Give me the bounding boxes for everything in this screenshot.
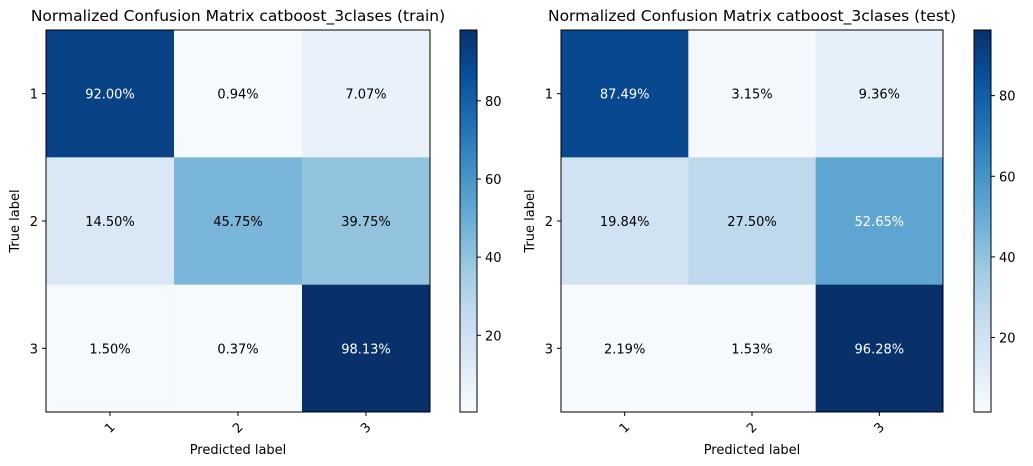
colorbar-tick-label: 40 <box>485 251 502 266</box>
heatmap-cell <box>46 284 175 413</box>
y-axis-label: True label <box>8 189 23 253</box>
chart-title: Normalized Confusion Matrix catboost_3cl… <box>31 7 445 26</box>
colorbar-tick-label: 80 <box>999 90 1016 105</box>
heatmap-cell <box>561 284 689 413</box>
confusion-matrix-panel-train: Normalized Confusion Matrix catboost_3cl… <box>8 7 502 458</box>
colorbar <box>973 29 992 413</box>
y-tick-label: 1 <box>30 88 38 103</box>
heatmap-cell <box>302 157 431 286</box>
heatmap-cell <box>302 30 431 158</box>
heatmap-cell <box>302 284 431 413</box>
heatmap-cell <box>688 30 817 158</box>
y-tick-label: 2 <box>545 215 553 230</box>
heatmap-cell <box>174 157 303 286</box>
cell-value-label: 87.49% <box>600 88 650 103</box>
colorbar <box>459 29 478 413</box>
x-tick-label: 3 <box>358 420 374 436</box>
cell-value-label: 7.07% <box>345 88 386 103</box>
colorbar-tick-label: 60 <box>485 173 502 188</box>
x-tick-label: 2 <box>744 420 760 436</box>
cell-value-label: 1.50% <box>89 342 130 357</box>
y-tick-label: 3 <box>30 342 38 357</box>
x-tick-label: 2 <box>230 420 246 436</box>
cell-value-label: 98.13% <box>341 342 391 357</box>
y-tick-label: 3 <box>545 342 553 357</box>
cell-value-label: 14.50% <box>85 215 135 230</box>
x-axis-label: Predicted label <box>704 443 801 458</box>
cell-value-label: 1.53% <box>731 342 772 357</box>
colorbar-tick-label: 20 <box>999 332 1016 347</box>
colorbar-tick-label: 20 <box>485 329 502 344</box>
heatmap-cell <box>46 157 175 286</box>
x-tick-label: 3 <box>871 420 887 436</box>
heatmap-cell <box>46 30 175 158</box>
y-axis-label: True label <box>523 189 538 253</box>
colorbar-tick-label: 80 <box>485 95 502 110</box>
heatmap-cell <box>688 284 817 413</box>
cell-value-label: 45.75% <box>213 215 263 230</box>
cell-value-label: 27.50% <box>727 215 777 230</box>
colorbar-tick-label: 60 <box>999 170 1016 185</box>
heatmap-cell <box>174 284 303 413</box>
x-tick-label: 1 <box>617 420 633 436</box>
cell-value-label: 0.94% <box>217 88 258 103</box>
heatmap-cell <box>561 30 689 158</box>
heatmap-cell <box>815 30 944 158</box>
cell-value-label: 2.19% <box>604 342 645 357</box>
cell-value-label: 96.28% <box>855 342 905 357</box>
heatmap-cell <box>688 157 817 286</box>
cell-value-label: 39.75% <box>341 215 391 230</box>
chart-title: Normalized Confusion Matrix catboost_3cl… <box>548 7 956 26</box>
heatmap-cell <box>815 157 944 286</box>
x-tick-label: 1 <box>102 420 118 436</box>
confusion-matrix-panel-test: Normalized Confusion Matrix catboost_3cl… <box>523 7 1016 458</box>
colorbar-tick-label: 40 <box>999 251 1016 266</box>
heatmap-cell <box>815 284 944 413</box>
y-tick-label: 1 <box>545 88 553 103</box>
heatmap-cell <box>174 30 303 158</box>
cell-value-label: 3.15% <box>731 88 772 103</box>
y-tick-label: 2 <box>30 215 38 230</box>
cell-value-label: 0.37% <box>217 342 258 357</box>
heatmap-cell <box>561 157 689 286</box>
x-axis-label: Predicted label <box>190 443 287 458</box>
cell-value-label: 9.36% <box>859 88 900 103</box>
cell-value-label: 52.65% <box>855 215 905 230</box>
cell-value-label: 19.84% <box>600 215 650 230</box>
cell-value-label: 92.00% <box>85 88 135 103</box>
